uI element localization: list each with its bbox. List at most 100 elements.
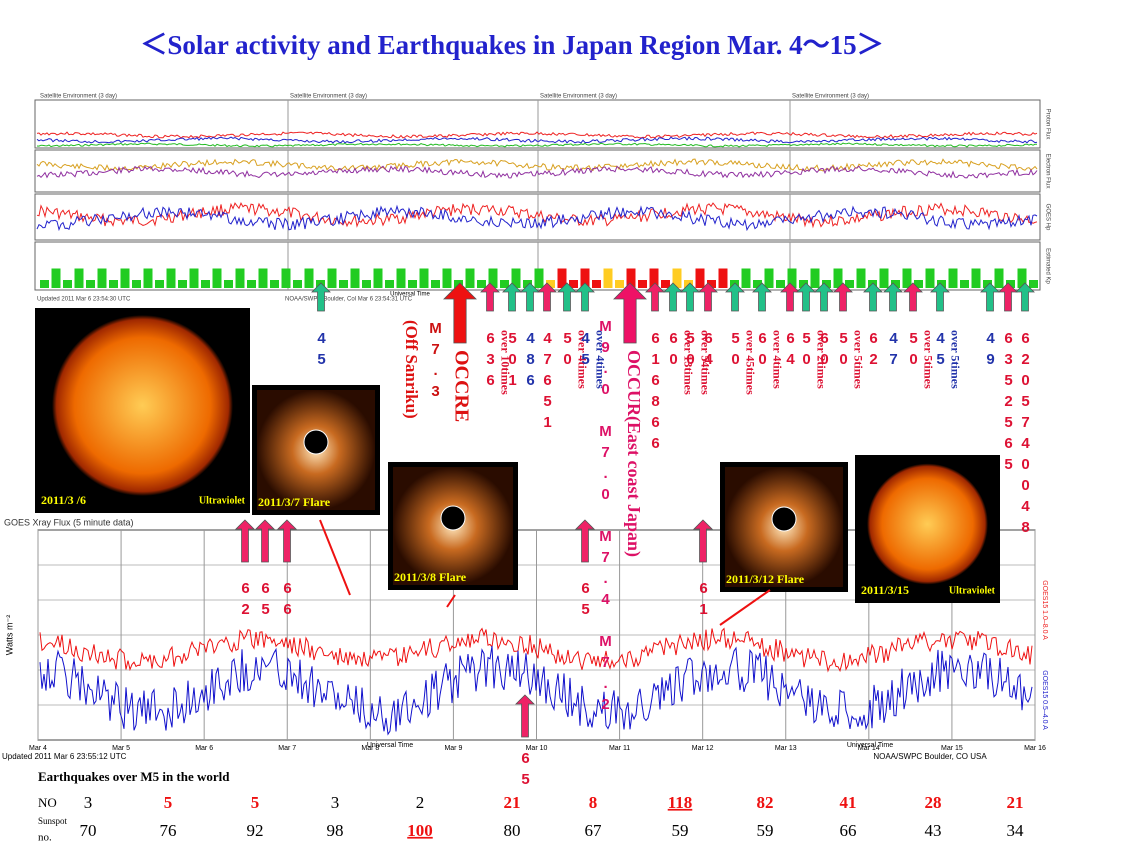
cell: 66	[840, 821, 857, 840]
kp-bar	[201, 280, 210, 288]
arrow-digits: 65	[517, 750, 534, 792]
kp-bar	[592, 280, 601, 288]
kp-bar	[1017, 268, 1027, 288]
arrow-digits: 45	[577, 330, 594, 372]
arrow-digits: 50	[559, 330, 576, 372]
arrow-digits: 62	[237, 580, 254, 622]
arrow	[693, 519, 713, 563]
date-label: Mar 4	[29, 745, 47, 752]
date-label: Mar 7	[278, 745, 296, 752]
kp-bar	[132, 280, 141, 288]
pointer	[719, 589, 771, 626]
kp-bar	[1029, 280, 1038, 288]
sun-disk	[52, 315, 233, 496]
kp-bar	[40, 280, 49, 288]
arrow-digits: 636	[482, 330, 499, 393]
arrow-digits: 60	[665, 330, 682, 372]
date-label: Mar 12	[692, 745, 714, 752]
kp-bar	[281, 268, 291, 288]
side-label: Electron Flux	[1044, 153, 1050, 188]
arrow-digits: 50	[727, 330, 744, 372]
kp-bar	[638, 280, 647, 288]
arrow	[930, 282, 950, 312]
occulter	[440, 505, 466, 531]
sun-disk	[867, 463, 988, 585]
kp-bar	[569, 280, 578, 288]
kp-bar	[603, 268, 613, 288]
annotation: (Off Sanriku)	[402, 320, 421, 419]
cell: 98	[327, 821, 344, 840]
kp-bar	[1006, 280, 1015, 288]
panel-header: Satellite Environment (3 day)	[540, 94, 617, 100]
annotation: M9.0 M7.0 M7.4 M7.2	[597, 318, 614, 717]
kp-bar	[787, 268, 797, 288]
kp-bar	[247, 280, 256, 288]
arrow-note: over 10times	[498, 330, 512, 395]
axis-label: Universal Time	[390, 292, 430, 298]
kp-bar	[258, 268, 268, 288]
side-label: GOES Hp	[1044, 204, 1050, 231]
kp-bar	[477, 280, 486, 288]
images: 2011/3 /6 Ultraviolet 2011/3/7 Flare 2011/3…	[35, 308, 1000, 626]
arrow	[698, 282, 718, 312]
kp-bar	[178, 280, 187, 288]
kp-bar	[810, 268, 820, 288]
kp-bar	[534, 268, 544, 288]
chart-title: GOES Xray Flux (5 minute data)	[4, 517, 134, 527]
panel-header: Satellite Environment (3 day)	[290, 94, 367, 100]
arrow	[752, 282, 772, 312]
table-heading: Earthquakes over M5 in the world	[38, 769, 230, 784]
kp-bar	[776, 280, 785, 288]
kp-bar	[488, 268, 498, 288]
date-label: Mar 14	[858, 745, 880, 752]
kp-bar	[373, 268, 383, 288]
cell: 28	[925, 793, 942, 812]
kp-bar	[419, 268, 429, 288]
cell: 80	[504, 821, 521, 840]
arrow-note: over 54times	[698, 330, 712, 395]
cell: 70	[80, 821, 97, 840]
kp-bar	[879, 268, 889, 288]
arrow	[613, 282, 647, 344]
arrow-digits: 61	[695, 580, 712, 622]
kp-bar	[833, 268, 843, 288]
date-label: Mar 13	[775, 745, 797, 752]
image-caption: 2011/3/8 Flare	[394, 570, 467, 584]
kp-bar	[97, 268, 107, 288]
xray-chart: GOES Xray Flux (5 minute data) Watts m⁻² M…	[2, 517, 1048, 761]
x-label: Universal Time	[847, 742, 893, 749]
kp-bar	[741, 268, 751, 288]
arrow-digits: 45	[932, 330, 949, 372]
kp-bar	[994, 268, 1004, 288]
date-label: Mar 5	[112, 745, 130, 752]
kp-bar	[431, 280, 440, 288]
kp-bar	[707, 280, 716, 288]
arrow-digits: 50	[798, 330, 815, 372]
annotation: M7.3	[427, 320, 444, 404]
kp-bar	[546, 280, 555, 288]
arrow	[883, 282, 903, 312]
kp-bar	[143, 268, 153, 288]
arrow	[980, 282, 1000, 312]
arrow-note: over 5times	[851, 330, 865, 389]
legend: GOES15 1.0–8.0 A	[1041, 580, 1048, 640]
kp-bar	[350, 268, 360, 288]
kp-bar	[511, 268, 521, 288]
arrow-digits: 64	[782, 330, 799, 372]
cell: 92	[247, 821, 264, 840]
arrow	[311, 282, 331, 312]
arrow-digits: 49	[982, 330, 999, 372]
arrow-digits: 65	[257, 580, 274, 622]
legend: GOES15 0.5–4.0 A	[1041, 670, 1048, 730]
cell: 43	[925, 821, 942, 840]
kp-bar	[523, 280, 532, 288]
kp-bar	[120, 268, 130, 288]
arrow-digits: 50	[835, 330, 852, 372]
occulter	[771, 506, 797, 532]
cell: 100	[407, 821, 433, 840]
arrow-digits: 6205740048	[1017, 330, 1034, 540]
arrow	[814, 282, 834, 312]
cell: 34	[1007, 821, 1025, 840]
kp-bar	[557, 268, 567, 288]
arrow-digits: 60	[754, 330, 771, 372]
